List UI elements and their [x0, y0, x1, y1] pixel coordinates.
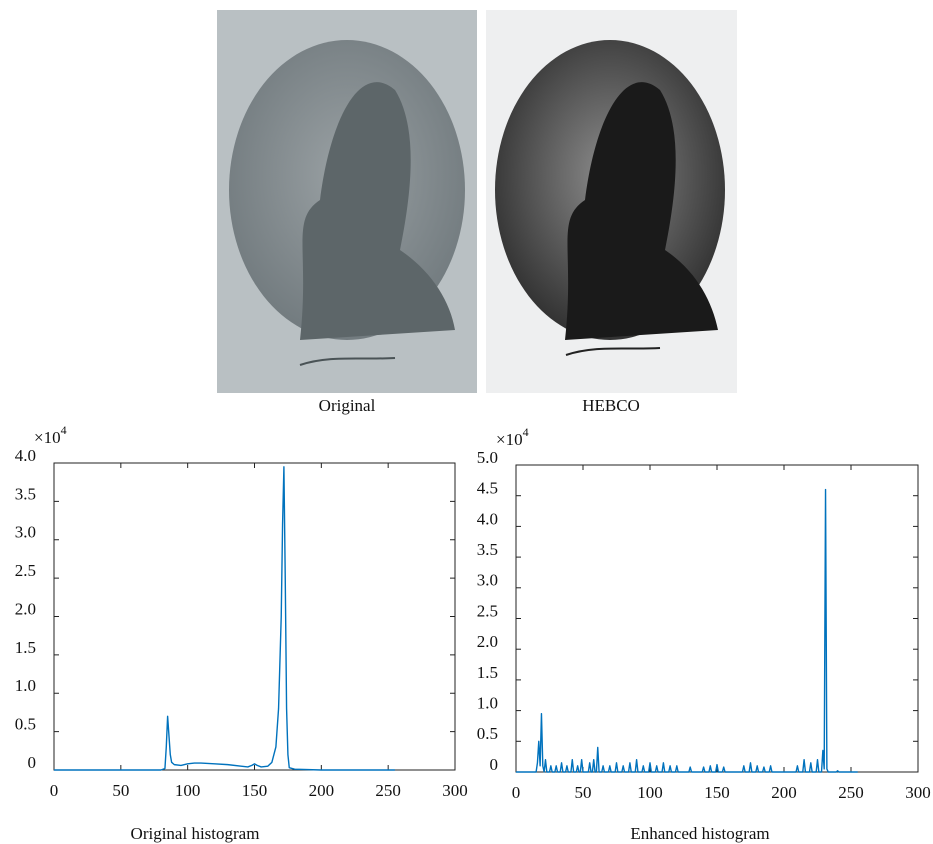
y-scale-base: ×10 [34, 428, 61, 447]
y-tick-label: 1.5 [15, 638, 36, 657]
y-tick-label: 2.5 [15, 561, 36, 580]
x-tick-label: 100 [637, 783, 663, 802]
x-tick-label: 0 [512, 783, 521, 802]
plot-frame [53, 462, 456, 771]
y-scale-exponent: 4 [61, 423, 67, 437]
y-tick-label: 0.5 [477, 724, 498, 743]
x-tick-label: 200 [309, 781, 335, 800]
x-tick-label: 250 [375, 781, 401, 800]
y-tick-label: 1.5 [477, 663, 498, 682]
histogram-line [516, 488, 858, 773]
original-image [217, 10, 477, 393]
x-tick-label: 250 [838, 783, 864, 802]
y-tick-label: 2.5 [477, 601, 498, 620]
hebco-image [486, 10, 737, 393]
y-tick-label: 3.5 [477, 540, 498, 559]
y-tick-label: 0 [490, 755, 499, 774]
x-tick-label: 50 [575, 783, 592, 802]
y-tick-label: 3.5 [15, 484, 36, 503]
y-tick-label: 0 [28, 753, 37, 772]
x-tick-label: 150 [704, 783, 730, 802]
image-caption: Original [319, 396, 376, 415]
chart-title: Enhanced histogram [630, 824, 769, 843]
x-tick-label: 300 [442, 781, 468, 800]
y-tick-label: 3.0 [477, 571, 498, 590]
y-tick-label: 4.0 [477, 509, 498, 528]
y-tick-label: 1.0 [477, 694, 498, 713]
y-tick-label: 2.0 [477, 632, 498, 651]
chart-title: Original histogram [131, 824, 260, 843]
x-tick-label: 300 [905, 783, 931, 802]
x-tick-label: 100 [175, 781, 201, 800]
y-tick-label: 5.0 [477, 448, 498, 467]
y-tick-label: 0.5 [15, 715, 36, 734]
y-scale-base: ×10 [496, 430, 523, 449]
y-tick-label: 1.0 [15, 676, 36, 695]
y-tick-label: 3.0 [15, 523, 36, 542]
y-tick-label: 2.0 [15, 599, 36, 618]
y-scale-exponent: 4 [523, 425, 529, 439]
x-tick-label: 50 [112, 781, 129, 800]
y-tick-label: 4.5 [477, 479, 498, 498]
image-caption: HEBCO [582, 396, 640, 415]
y-scale-label: ×104 [496, 425, 529, 449]
x-tick-label: 0 [50, 781, 59, 800]
y-tick-label: 4.0 [15, 446, 36, 465]
x-tick-label: 200 [771, 783, 797, 802]
plot-frame [515, 464, 919, 773]
histogram-line [54, 466, 395, 771]
y-scale-label: ×104 [34, 423, 67, 447]
x-tick-label: 150 [242, 781, 268, 800]
